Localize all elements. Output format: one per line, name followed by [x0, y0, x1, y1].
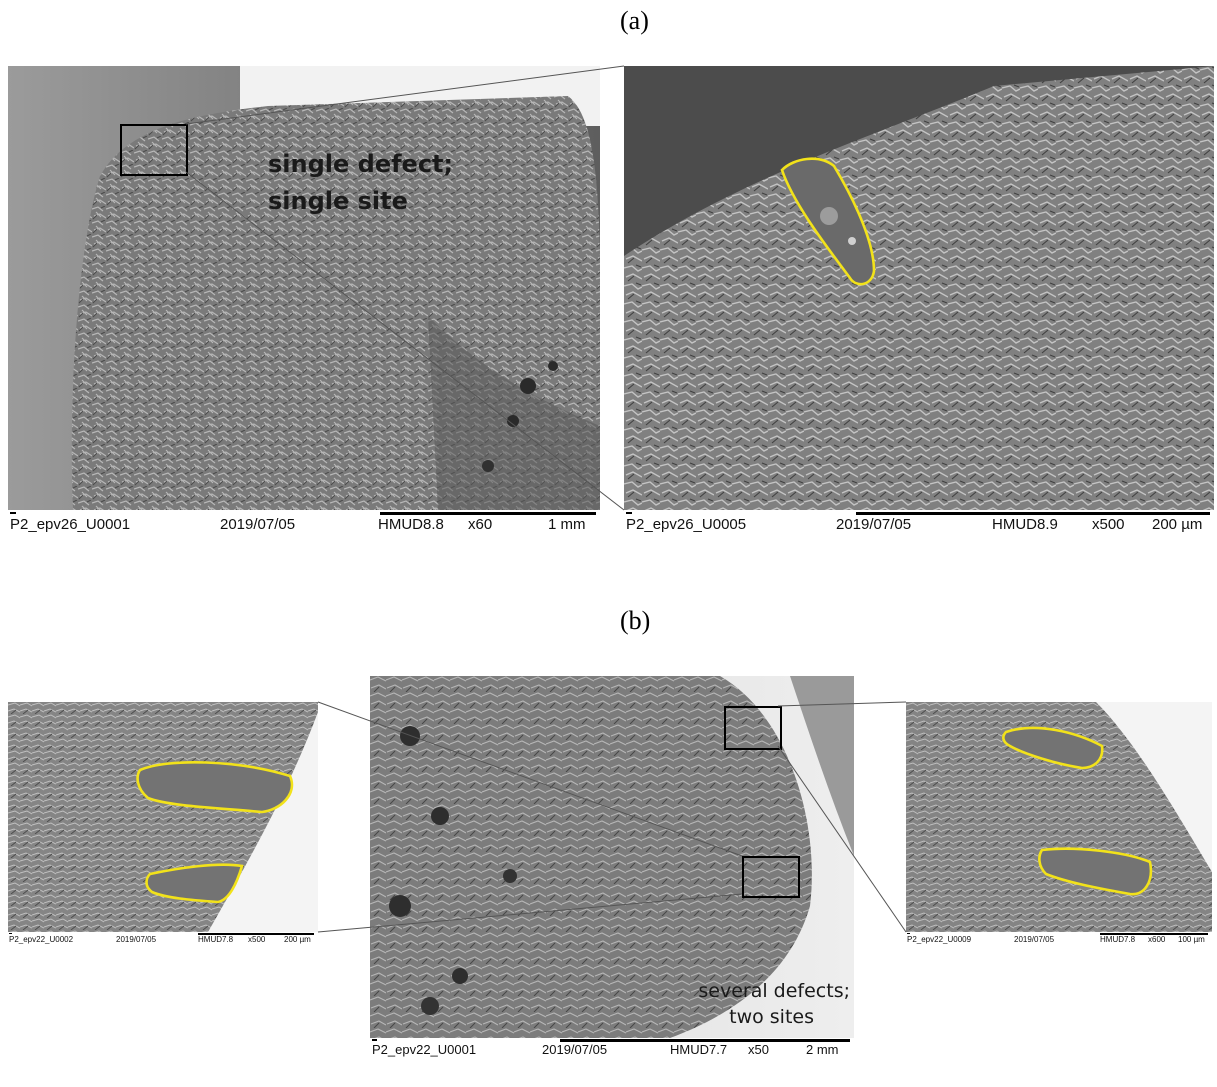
- scale-label: 2 mm: [806, 1042, 839, 1057]
- scale-bar: [380, 512, 596, 515]
- panel-a-overview-info-bar: P2_epv26_U0001 2019/07/05 HMUD8.8 x60 1 …: [8, 510, 600, 536]
- panel-a-inset-box: [120, 124, 188, 176]
- panel-b-annotation-line2: two sites: [729, 1006, 814, 1028]
- image-id: P2_epv22_U0001: [372, 1042, 477, 1057]
- detector-label: HMUD7.7: [670, 1042, 728, 1057]
- image-date: 2019/07/05: [836, 516, 912, 533]
- panel-b-label: (b): [620, 606, 651, 635]
- panel-b-inset-box-bottom: [742, 856, 800, 898]
- magnification: x600: [1148, 935, 1166, 944]
- magnification: x60: [468, 516, 493, 533]
- image-date: 2019/07/05: [220, 516, 296, 533]
- panel-a-annotation-line2: single site: [268, 187, 408, 215]
- magnification: x500: [1092, 516, 1125, 533]
- panel-b-overview-info-bar: P2_epv22_U0001 2019/07/05 HMUD7.7 x50 2 …: [370, 1038, 854, 1060]
- scale-bar: [560, 1039, 850, 1042]
- panel-a-overview-micrograph: [8, 66, 600, 510]
- panel-b-left-zoom-micrograph: [8, 702, 318, 932]
- panel-b-right-info-bar: P2_epv22_U0009 2019/07/05 HMUD7.8 x600 1…: [906, 932, 1212, 946]
- panel-a-zoom-info-bar: P2_epv26_U0005 2019/07/05 HMUD8.9 x500 2…: [624, 510, 1214, 536]
- image-id: P2_epv26_U0001: [10, 516, 131, 533]
- scale-bar: [198, 933, 314, 935]
- scale-label: 1 mm: [548, 516, 586, 533]
- image-id: P2_epv22_U0009: [907, 935, 972, 944]
- scale-label: 200 µm: [284, 935, 311, 944]
- image-id: P2_epv22_U0002: [9, 935, 74, 944]
- defect-outline: [136, 761, 294, 814]
- magnification: x500: [248, 935, 266, 944]
- panel-b-left-info-bar: P2_epv22_U0002 2019/07/05 HMUD7.8 x500 2…: [8, 932, 318, 946]
- scale-label: 100 µm: [1178, 935, 1205, 944]
- defect-outline: [145, 863, 244, 904]
- detector-label: HMUD7.8: [1100, 935, 1136, 944]
- scale-bar: [856, 512, 1210, 515]
- panel-a-label: (a): [620, 6, 649, 35]
- panel-b-annotation-line1: several defects;: [698, 980, 850, 1002]
- magnification: x50: [748, 1042, 769, 1057]
- image-id: P2_epv26_U0005: [626, 516, 747, 533]
- scale-label: 200 µm: [1152, 516, 1203, 533]
- image-date: 2019/07/05: [1014, 935, 1055, 944]
- panel-b-inset-box-top: [724, 706, 782, 750]
- panel-a-zoom-micrograph: [624, 66, 1214, 510]
- scale-bar: [1100, 933, 1208, 935]
- defect-outline: [1002, 726, 1104, 770]
- detector-label: HMUD8.8: [378, 516, 444, 533]
- panel-b-right-zoom-micrograph: [906, 702, 1212, 932]
- defect-outline: [1038, 847, 1153, 896]
- image-date: 2019/07/05: [542, 1042, 608, 1057]
- detector-label: HMUD7.8: [198, 935, 234, 944]
- detector-label: HMUD8.9: [992, 516, 1058, 533]
- panel-a-annotation-line1: single defect;: [268, 150, 454, 178]
- image-date: 2019/07/05: [116, 935, 157, 944]
